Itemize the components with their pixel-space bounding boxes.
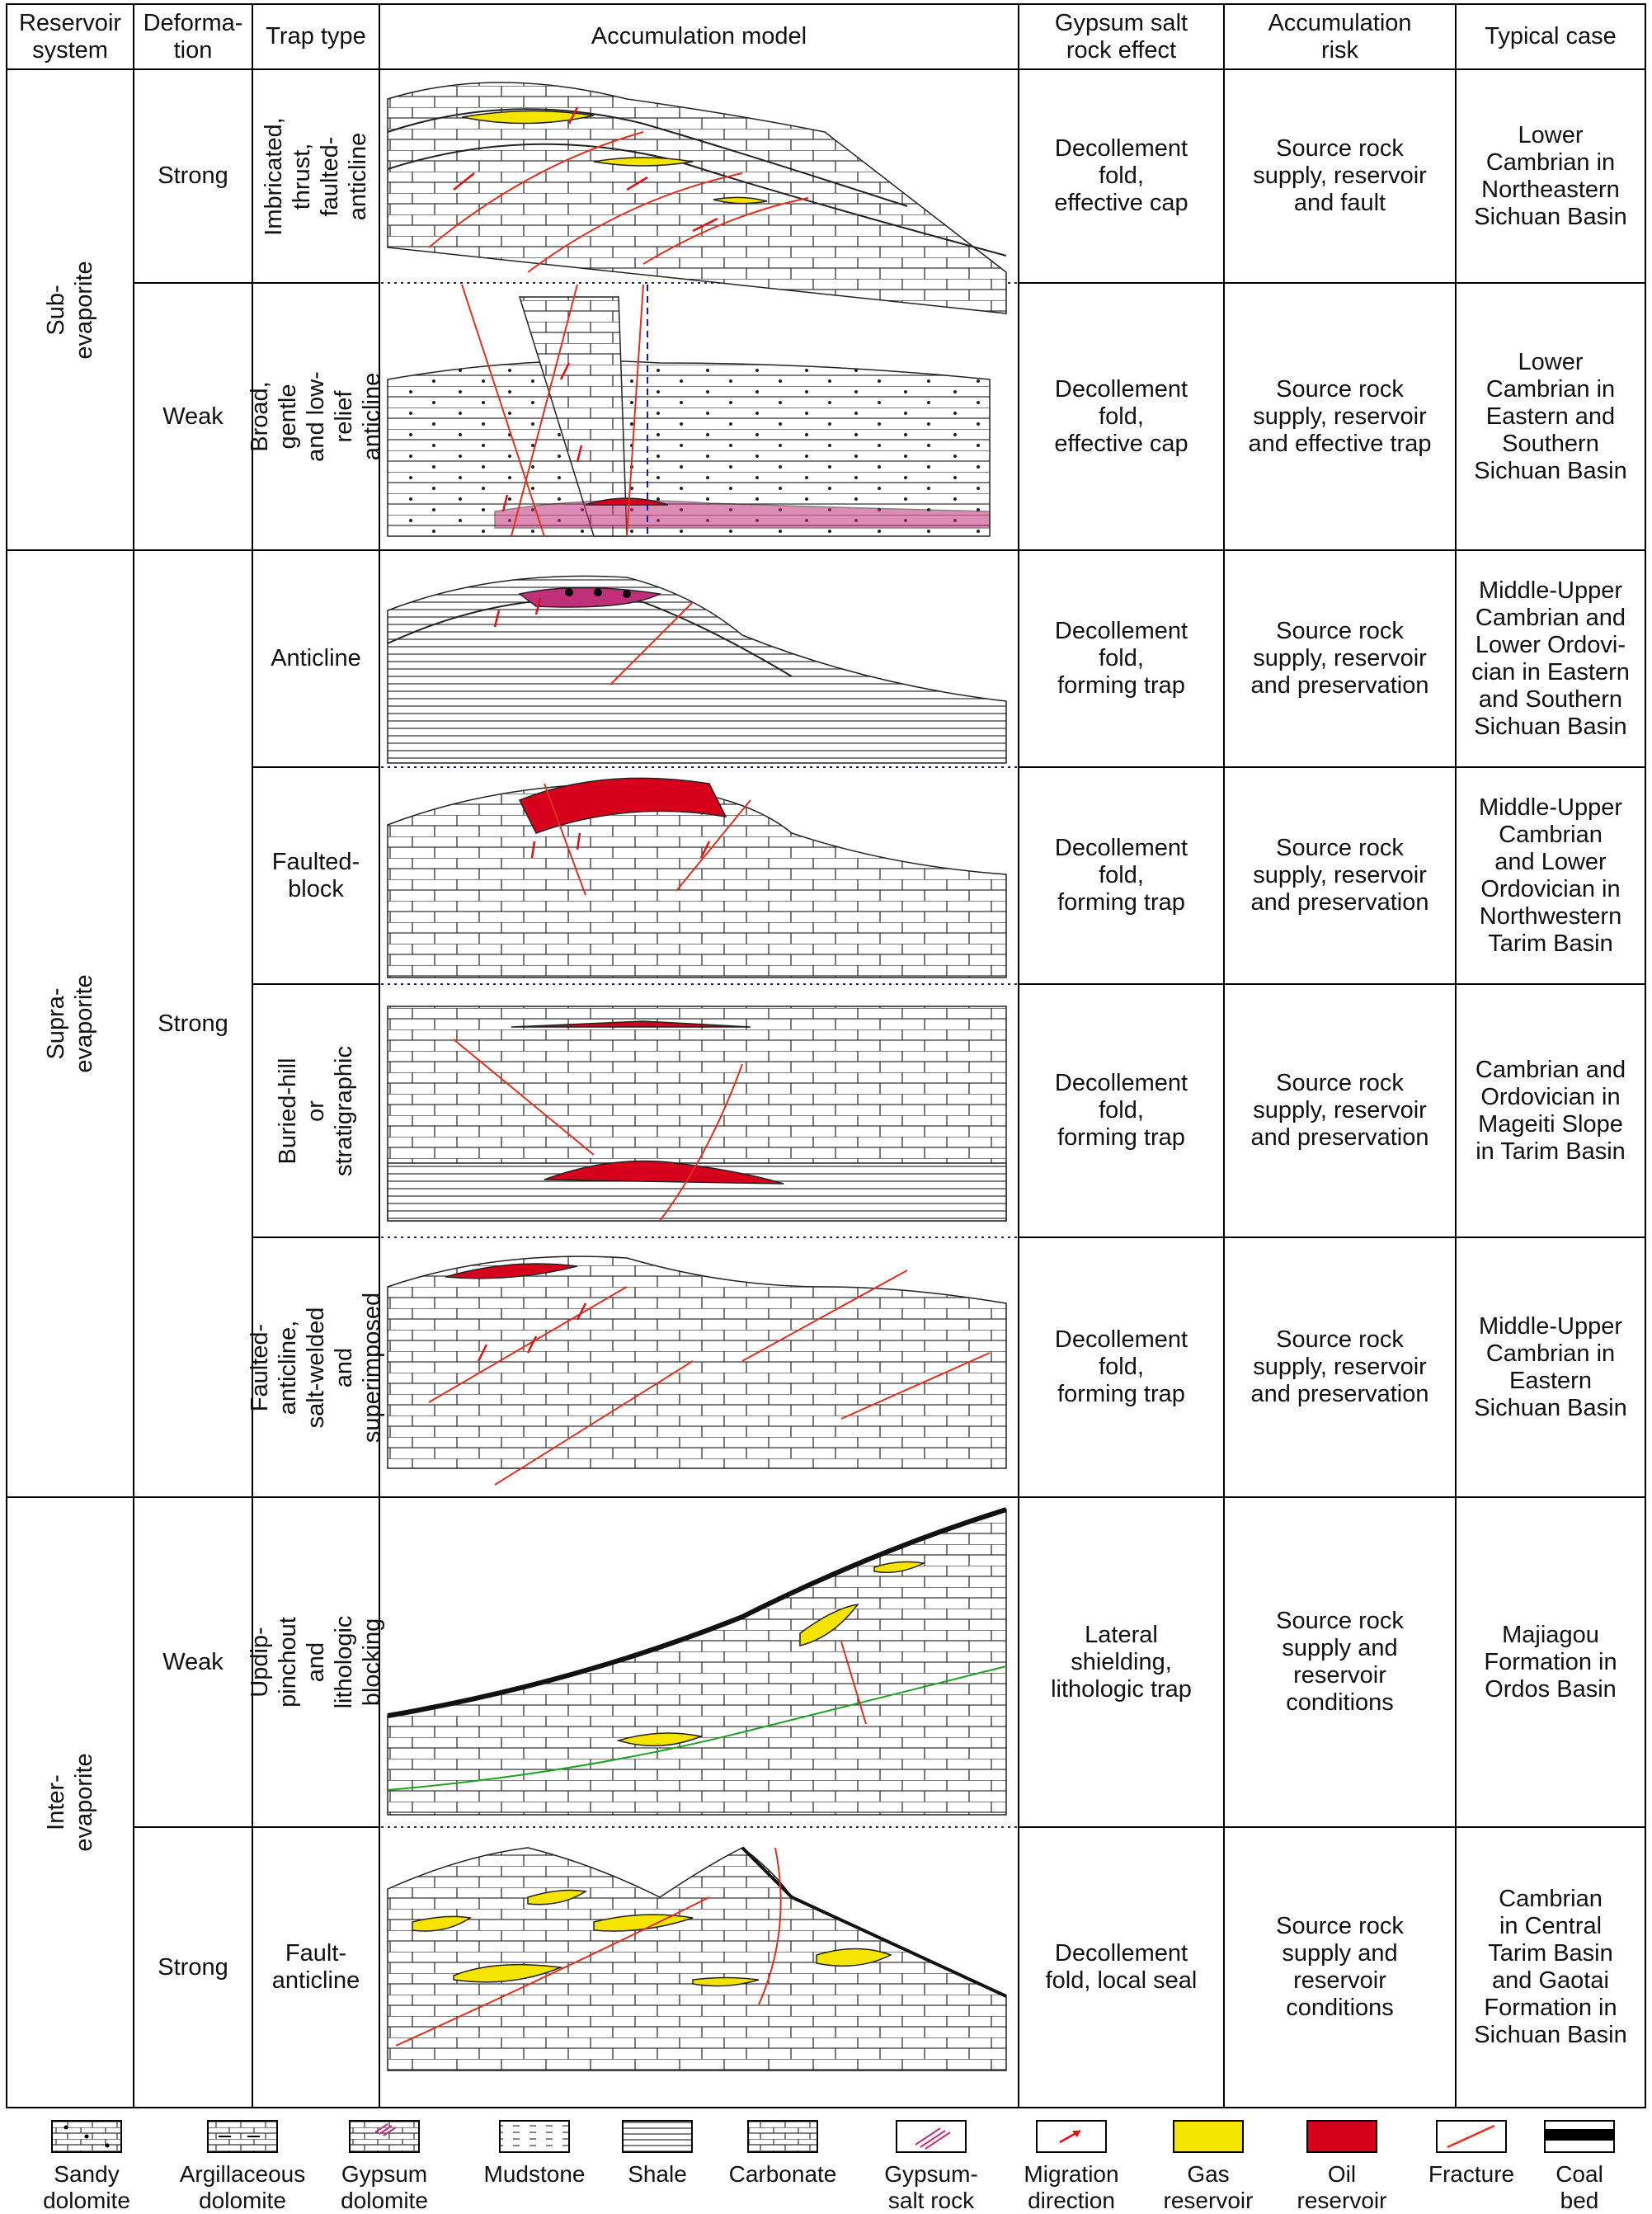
risk-row7: Source rock supply and reservoir conditi…: [1276, 1608, 1404, 1716]
model-fault-anticline: [387, 1846, 1007, 2071]
trap-type-row2: Broad, gentle and low-relief anticline: [247, 371, 385, 462]
effect-row7: Lateral shielding, lithologic trap: [1051, 1621, 1192, 1703]
system-supra-evaporite: Supra-evaporite: [43, 974, 97, 1073]
risk-row8: Source rock supply and reservoir conditi…: [1276, 1913, 1404, 2021]
model-updip-pinchout: [387, 1507, 1007, 1816]
risk-row4: Source rock supply, reservoir and preser…: [1250, 835, 1429, 916]
trap-type-row1: Imbricated, thrust, faulted- anticline: [261, 116, 371, 236]
deformation-row8: Strong: [158, 1953, 228, 1981]
risk-row5: Source rock supply, reservoir and preser…: [1250, 1070, 1429, 1151]
legend-migration-direction: Migration direction: [1024, 2161, 1119, 2213]
system-inter-evaporite: Inter-evaporite: [43, 1753, 97, 1852]
coal-swatch: [1544, 2120, 1615, 2153]
gas-swatch: [1173, 2120, 1244, 2153]
case-row8: Cambrian in Central Tarim Basin and Gaot…: [1474, 1886, 1627, 2048]
shale-swatch: [622, 2120, 693, 2153]
legend-shale: Shale: [628, 2161, 687, 2187]
case-row4: Middle-Upper Cambrian and Lower Ordovici…: [1478, 794, 1623, 957]
effect-row6: Decollement fold, forming trap: [1054, 1326, 1188, 1407]
model-faulted-block: [387, 777, 1007, 978]
model-imbricated-thrust: [387, 82, 1007, 314]
effect-row4: Decollement fold, forming trap: [1054, 835, 1188, 916]
case-row3: Middle-Upper Cambrian and Lower Ordovi- …: [1471, 577, 1630, 740]
deformation-row1: Strong: [158, 163, 228, 189]
legend-sandy-dolomite: Sandy dolomite: [43, 2161, 130, 2213]
legend-fracture: Fracture: [1428, 2161, 1515, 2187]
legend-swatches: [51, 2120, 1615, 2153]
trap-type-row5: Buried-hill or stratigraphic: [275, 1045, 357, 1176]
risk-row1: Source rock supply, reservoir and fault: [1253, 135, 1427, 216]
model-broad-anticline: [387, 284, 991, 537]
risk-row2: Source rock supply, reservoir and effect…: [1248, 375, 1432, 457]
case-row6: Middle-Upper Cambrian in Eastern Sichuan…: [1474, 1312, 1627, 1421]
effect-row1: Decollement fold, effective cap: [1054, 135, 1188, 216]
model-anticline: [387, 575, 1007, 764]
model-buried-hill: [387, 1006, 1007, 1222]
deformation-supra: Strong: [158, 1010, 228, 1037]
trap-type-row6: Faulted-anticline, salt-welded and super…: [247, 1292, 385, 1443]
oil-swatch: [1306, 2120, 1377, 2153]
legend-gypsum-salt-rock: Gypsum- salt rock: [884, 2161, 978, 2213]
gypsum-dolomite-swatch: [349, 2120, 420, 2153]
case-row5: Cambrian and Ordovician in Mageiti Slope…: [1475, 1056, 1626, 1165]
effect-row8: Decollement fold, local seal: [1045, 1940, 1198, 1994]
system-sub-evaporite: Sub-evaporite: [43, 260, 97, 360]
header-trap-type: Trap type: [266, 23, 366, 49]
migration-arrow-swatch: [1036, 2120, 1107, 2153]
legend-gas-reservoir: Gas reservoir: [1163, 2161, 1254, 2213]
header-gypsum-effect: Gypsum salt rock effect: [1054, 9, 1188, 64]
header-reservoir-system: Reservoir system: [18, 9, 122, 64]
trap-type-row8: Fault- anticline: [271, 1940, 360, 1994]
trap-type-row3: Anticline: [271, 645, 361, 671]
gypsum-salt-swatch: [896, 2120, 967, 2153]
legend-coal-bed: Coal bed: [1556, 2161, 1603, 2213]
deformation-row2: Weak: [162, 403, 224, 430]
deformation-row7: Weak: [162, 1648, 224, 1675]
legend-carbonate: Carbonate: [728, 2161, 837, 2187]
legend-gypsum-dolomite: Gypsum dolomite: [341, 2161, 428, 2213]
effect-row5: Decollement fold, forming trap: [1054, 1070, 1188, 1151]
argillaceous-dolomite-swatch: [207, 2120, 278, 2153]
legend-oil-reservoir: Oil reservoir: [1297, 2161, 1387, 2213]
trap-type-row7: Updip-pinchout and lithologic blocking: [247, 1615, 385, 1709]
header-deformation: Deforma- tion: [143, 9, 243, 64]
risk-row3: Source rock supply, reservoir and preser…: [1250, 618, 1429, 699]
case-row2: Lower Cambrian in Eastern and Southern S…: [1474, 348, 1627, 484]
model-faulted-anticline: [387, 1255, 1007, 1486]
legend-mudstone: Mudstone: [483, 2161, 586, 2187]
case-row7: Majiagou Formation in Ordos Basin: [1484, 1621, 1617, 1703]
trap-type-row4: Faulted- block: [271, 848, 360, 902]
header-accumulation-risk: Accumulation risk: [1268, 9, 1412, 64]
mudstone-swatch: [499, 2120, 570, 2153]
fracture-swatch: [1436, 2120, 1507, 2153]
carbonate-swatch: [747, 2120, 818, 2153]
effect-row3: Decollement fold, forming trap: [1054, 618, 1188, 699]
header-typical-case: Typical case: [1485, 23, 1617, 49]
header-accumulation-model: Accumulation model: [591, 23, 807, 49]
case-row1: Lower Cambrian in Northeastern Sichuan B…: [1474, 121, 1627, 230]
effect-row2: Decollement fold, effective cap: [1054, 375, 1188, 457]
sandy-dolomite-swatch: [51, 2120, 122, 2153]
risk-row6: Source rock supply, reservoir and preser…: [1250, 1326, 1429, 1407]
legend-argillaceous-dolomite: Argillaceous dolomite: [179, 2161, 306, 2213]
